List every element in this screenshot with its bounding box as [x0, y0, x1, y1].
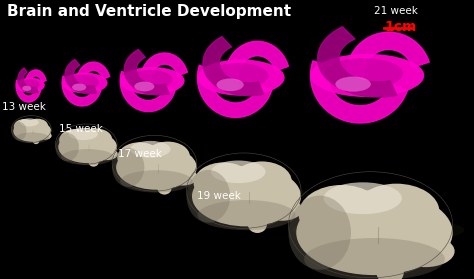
Ellipse shape — [310, 54, 424, 97]
Ellipse shape — [62, 73, 108, 93]
Ellipse shape — [16, 78, 45, 93]
Ellipse shape — [208, 63, 268, 88]
Polygon shape — [225, 41, 289, 89]
Ellipse shape — [11, 122, 27, 140]
Polygon shape — [140, 53, 188, 90]
Ellipse shape — [118, 142, 162, 173]
Ellipse shape — [197, 200, 296, 230]
Ellipse shape — [193, 162, 254, 204]
Ellipse shape — [72, 83, 86, 91]
Ellipse shape — [19, 79, 39, 90]
Ellipse shape — [120, 170, 192, 193]
Ellipse shape — [112, 148, 145, 187]
Polygon shape — [120, 71, 175, 112]
Ellipse shape — [55, 133, 79, 161]
Polygon shape — [16, 80, 41, 102]
Ellipse shape — [299, 185, 384, 243]
Polygon shape — [346, 32, 429, 89]
Ellipse shape — [33, 138, 39, 144]
Ellipse shape — [14, 119, 35, 134]
Ellipse shape — [288, 196, 351, 270]
Text: 15 week: 15 week — [59, 124, 103, 134]
Ellipse shape — [186, 170, 230, 223]
Polygon shape — [198, 65, 272, 117]
Ellipse shape — [61, 149, 114, 165]
Polygon shape — [318, 27, 397, 97]
Ellipse shape — [167, 169, 198, 186]
Ellipse shape — [37, 132, 52, 140]
Ellipse shape — [114, 159, 203, 173]
Ellipse shape — [211, 160, 265, 183]
Text: 17 week: 17 week — [118, 149, 162, 159]
Polygon shape — [76, 62, 109, 90]
Polygon shape — [65, 59, 97, 93]
Ellipse shape — [292, 217, 465, 243]
Ellipse shape — [120, 67, 184, 95]
Polygon shape — [18, 68, 38, 93]
Ellipse shape — [336, 76, 371, 92]
Ellipse shape — [57, 141, 121, 151]
Ellipse shape — [59, 129, 91, 151]
Ellipse shape — [157, 182, 172, 195]
Ellipse shape — [296, 190, 453, 275]
Ellipse shape — [197, 59, 284, 96]
Ellipse shape — [146, 142, 190, 171]
Ellipse shape — [248, 216, 267, 233]
Polygon shape — [124, 49, 169, 95]
Text: 21 week: 21 week — [374, 6, 419, 16]
Ellipse shape — [353, 184, 439, 239]
Ellipse shape — [325, 58, 403, 88]
Polygon shape — [310, 61, 408, 123]
Ellipse shape — [189, 185, 309, 204]
Ellipse shape — [89, 158, 99, 167]
Polygon shape — [25, 70, 46, 90]
Ellipse shape — [69, 128, 98, 140]
Ellipse shape — [396, 235, 455, 267]
Ellipse shape — [217, 78, 244, 91]
Text: Brain and Ventricle Development: Brain and Ventricle Development — [7, 4, 291, 19]
Ellipse shape — [232, 162, 292, 201]
Polygon shape — [203, 37, 264, 96]
Ellipse shape — [80, 129, 112, 150]
Ellipse shape — [20, 118, 39, 126]
Ellipse shape — [27, 119, 48, 133]
Ellipse shape — [262, 198, 302, 221]
Ellipse shape — [304, 238, 445, 279]
Ellipse shape — [22, 86, 31, 91]
Ellipse shape — [68, 75, 99, 89]
Ellipse shape — [13, 120, 51, 142]
Ellipse shape — [96, 148, 118, 160]
Ellipse shape — [130, 141, 171, 158]
Text: 19 week: 19 week — [197, 191, 241, 201]
Text: 13 week: 13 week — [2, 102, 46, 112]
Ellipse shape — [15, 133, 49, 143]
Polygon shape — [62, 76, 101, 106]
Ellipse shape — [192, 166, 301, 227]
Ellipse shape — [116, 145, 197, 190]
Ellipse shape — [12, 127, 54, 134]
Ellipse shape — [58, 131, 117, 163]
Ellipse shape — [376, 261, 404, 279]
Text: 1cm: 1cm — [384, 20, 416, 33]
Ellipse shape — [134, 82, 155, 92]
Ellipse shape — [324, 182, 402, 214]
Ellipse shape — [128, 70, 173, 89]
